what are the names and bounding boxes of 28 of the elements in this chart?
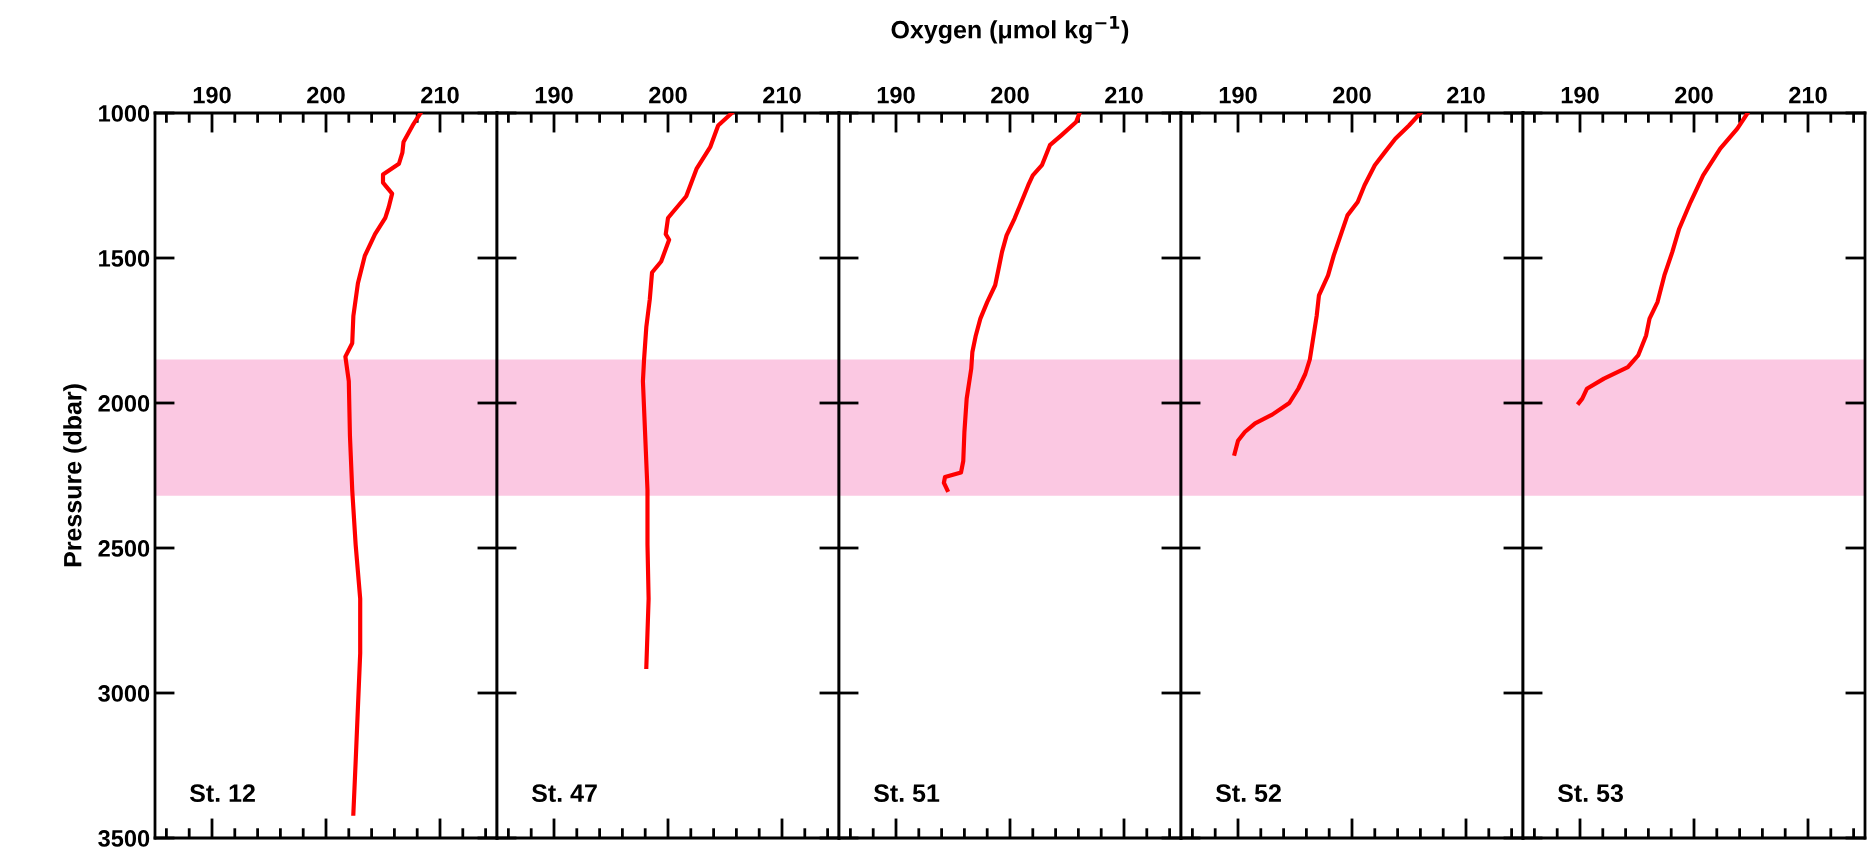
x-tick-label: 200 <box>1675 86 1713 104</box>
y-tick-label: 3000 <box>98 685 150 702</box>
annotation: St. 47 <box>531 784 597 802</box>
x-tick-label: 210 <box>1105 86 1143 104</box>
x-tick-label: 190 <box>193 86 231 104</box>
y-tick-label: 1500 <box>99 250 150 267</box>
x-tick-label: 190 <box>535 86 573 104</box>
annotation: St. 51 <box>873 784 940 802</box>
y-tick-label: 2500 <box>98 540 150 557</box>
x-axis-title: Oxygen (μmol kg$^{−1}$) <box>891 16 1129 44</box>
x-tick-label: 210 <box>1447 86 1485 104</box>
x-tick-label: 200 <box>649 86 687 104</box>
annotation: St. 12 <box>189 784 255 802</box>
x-tick-label: 190 <box>1561 86 1599 104</box>
x-tick-label: 210 <box>763 86 801 104</box>
x-tick-label: 190 <box>877 86 915 104</box>
x-tick-label: 200 <box>1333 86 1371 104</box>
y-tick-label: 3500 <box>98 830 150 847</box>
x-tick-label: 210 <box>421 86 459 104</box>
y-axis-title: Pressure (dbar) <box>63 384 87 567</box>
x-tick-label: 200 <box>307 86 345 104</box>
x-tick-label: 200 <box>991 86 1029 104</box>
annotation: St. 53 <box>1557 784 1623 803</box>
annotation: St. 52 <box>1215 784 1281 802</box>
y-tick-label: 1000 <box>99 105 150 122</box>
y-tick-label: 2000 <box>98 395 150 412</box>
x-tick-label: 210 <box>1789 86 1827 104</box>
x-tick-label: 190 <box>1219 86 1257 104</box>
